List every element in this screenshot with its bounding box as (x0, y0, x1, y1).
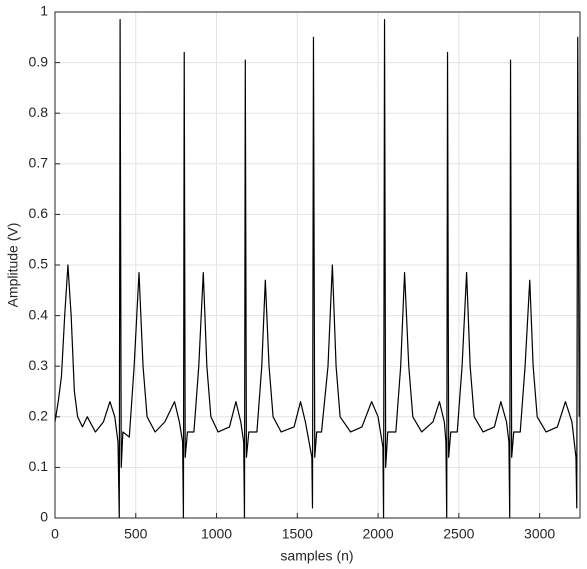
x-tick-label: 1000 (201, 526, 232, 542)
y-tick-label: 0.4 (29, 306, 49, 322)
y-tick-label: 0.7 (29, 155, 49, 171)
x-tick-label: 2000 (362, 526, 393, 542)
x-axis-title: samples (n) (280, 548, 353, 564)
y-tick-label: 0.1 (29, 458, 49, 474)
x-tick-label: 500 (124, 526, 148, 542)
x-tick-label: 0 (51, 526, 59, 542)
y-tick-label: 0.5 (29, 256, 49, 272)
signal-line (54, 18, 580, 519)
y-tick-label: 0 (40, 509, 48, 525)
plot-frame (54, 11, 581, 519)
y-tick-label: 0.3 (29, 357, 49, 373)
y-axis-title: Amplitude (V) (5, 223, 21, 308)
y-tick-label: 1 (40, 3, 48, 19)
x-tick-label: 3000 (524, 526, 555, 542)
y-tick-label: 0.9 (29, 53, 49, 69)
x-tick-label: 1500 (282, 526, 313, 542)
y-tick-label: 0.8 (29, 104, 49, 120)
y-tick-label: 0.2 (29, 408, 49, 424)
y-tick-label: 0.6 (29, 205, 49, 221)
x-tick-label: 2500 (443, 526, 474, 542)
